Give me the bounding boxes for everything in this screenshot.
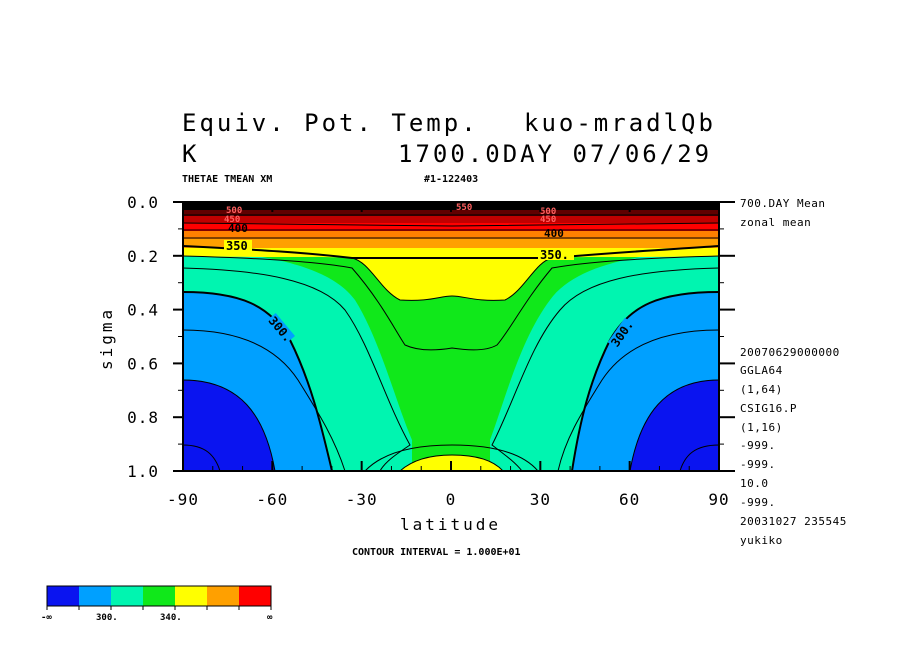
side-info-line: 20070629000000 bbox=[740, 346, 840, 359]
contour-label: 400 bbox=[228, 222, 248, 235]
contour-400 bbox=[183, 222, 719, 227]
title-line2-right: 1700.0DAY 07/06/29 bbox=[398, 140, 712, 168]
y-tick-label: 0.6 bbox=[127, 354, 159, 373]
side-info-line: GGLA64 bbox=[740, 364, 783, 377]
colorbar-swatch bbox=[79, 586, 111, 606]
side-info-line: CSIG16.P bbox=[740, 402, 797, 415]
contour-label: 500 bbox=[226, 206, 242, 216]
contour-310-east bbox=[557, 329, 719, 471]
contour-340-bottom bbox=[399, 454, 504, 471]
contour-320-east bbox=[491, 267, 719, 471]
contour-label: 550 bbox=[456, 203, 472, 213]
x-axis-label: latitude bbox=[400, 515, 501, 534]
y-axis-label: sigma bbox=[97, 307, 116, 370]
contour-label: 400 bbox=[544, 227, 564, 240]
contour-label: 500 bbox=[540, 207, 556, 217]
x-tick-label: 0 bbox=[446, 490, 457, 509]
contour-320-west bbox=[183, 267, 411, 471]
band-orange-2 bbox=[183, 230, 719, 239]
x-tick-label: -30 bbox=[346, 490, 378, 509]
colorbar-swatch bbox=[207, 586, 239, 606]
band-darkblue bbox=[183, 380, 719, 471]
x-tick-label: 60 bbox=[619, 490, 640, 509]
side-info-line: (1,16) bbox=[740, 421, 783, 434]
side-info-line: zonal mean bbox=[740, 216, 811, 229]
band-red-1 bbox=[183, 222, 719, 231]
contour-label: 450 bbox=[540, 215, 556, 225]
side-info-line: yukiko bbox=[740, 534, 783, 547]
side-info: 700.DAY Mean zonal mean 20070629000000 G… bbox=[740, 197, 847, 547]
colorbar-swatch bbox=[239, 586, 271, 606]
band-yellow-top bbox=[352, 258, 552, 301]
colorbar-swatch bbox=[111, 586, 143, 606]
y-tick-label: 1.0 bbox=[127, 462, 159, 481]
run-id-label: #1-122403 bbox=[424, 174, 478, 185]
contour-290-east bbox=[629, 379, 719, 471]
contour-310-west bbox=[183, 329, 346, 471]
colorbar bbox=[46, 585, 272, 610]
contour-lines bbox=[183, 214, 719, 471]
contour-340 bbox=[351, 257, 553, 301]
title-line1-right: kuo-mradlQb bbox=[524, 109, 716, 137]
contour-label: 350 bbox=[226, 239, 248, 253]
colorbar-swatch bbox=[47, 586, 79, 606]
colorbar-label: 340. bbox=[160, 613, 182, 623]
x-tick-label: -60 bbox=[256, 490, 288, 509]
y-tick-label: 0.8 bbox=[127, 408, 159, 427]
contour-interval-label: CONTOUR INTERVAL = 1.000E+01 bbox=[352, 547, 521, 558]
side-info-line: 700.DAY Mean bbox=[740, 197, 825, 210]
contour-label: 450 bbox=[224, 215, 240, 225]
band-darkred bbox=[183, 209, 719, 216]
y-tick-label: 0.2 bbox=[127, 247, 159, 266]
axes: -90 -60 -30 0 30 60 90 0.0 0.2 0.4 0.6 0.8 1.0 bbox=[127, 193, 735, 509]
side-info-line: -999. bbox=[740, 439, 776, 452]
y-tick-label: 0.0 bbox=[127, 193, 159, 212]
side-info-line: 20031027 235545 bbox=[740, 515, 847, 528]
title-line1-left: Equiv. Pot. Temp. bbox=[182, 109, 479, 137]
side-info-line: -999. bbox=[740, 496, 776, 509]
x-tick-label: 90 bbox=[708, 490, 729, 509]
y-tick-label: 0.4 bbox=[127, 301, 159, 320]
colorbar-frame bbox=[46, 585, 272, 607]
colorbar-label: 300. bbox=[96, 613, 118, 623]
contour-330-bottom bbox=[364, 444, 539, 471]
title-line2-left: K bbox=[182, 140, 199, 168]
x-tick-label: 30 bbox=[530, 490, 551, 509]
side-info-line: (1,64) bbox=[740, 383, 783, 396]
contour-280-east bbox=[679, 444, 719, 471]
x-tick-label: -90 bbox=[167, 490, 199, 509]
colorbar-label: ∞ bbox=[267, 613, 273, 623]
contour-290-west bbox=[183, 379, 276, 471]
contour-280-west bbox=[183, 444, 221, 471]
contour-330 bbox=[183, 255, 719, 351]
side-info-line: 10.0 bbox=[740, 477, 769, 490]
colorbar-swatch bbox=[143, 586, 175, 606]
band-red-2 bbox=[183, 215, 719, 223]
band-orange-1 bbox=[183, 238, 719, 248]
colorbar-swatch bbox=[175, 586, 207, 606]
variable-label: THETAE TMEAN XM bbox=[182, 174, 272, 185]
side-info-line: -999. bbox=[740, 458, 776, 471]
colorbar-label: -∞ bbox=[41, 613, 52, 623]
band-yellow-mid bbox=[183, 247, 719, 258]
contour-label: 350. bbox=[540, 248, 569, 262]
band-blue bbox=[183, 292, 719, 471]
